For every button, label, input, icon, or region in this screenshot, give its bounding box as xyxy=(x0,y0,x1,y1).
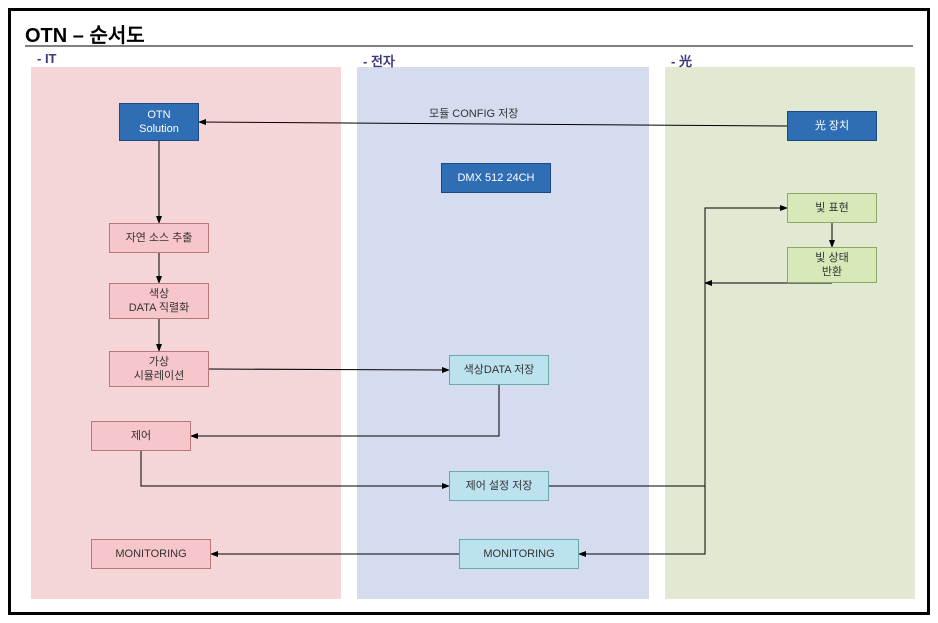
node-otn-solution: OTNSolution xyxy=(119,103,199,141)
node-dmx-text: DMX 512 24CH xyxy=(457,171,534,185)
node-monitoring-elec: MONITORING xyxy=(459,539,579,569)
node-cfg-text: 제어 설정 저장 xyxy=(466,479,533,493)
column-label-light: - 光 xyxy=(671,51,692,70)
node-simulation: 가상시뮬레이션 xyxy=(109,351,209,387)
node-serialize: 색상DATA 직렬화 xyxy=(109,283,209,319)
node-configsave: 제어 설정 저장 xyxy=(449,471,549,501)
node-monel-text: MONITORING xyxy=(483,547,554,561)
node-control: 제어 xyxy=(91,421,191,451)
column-label-elec: - 전자 xyxy=(363,51,395,70)
page-title: OTN – 순서도 xyxy=(25,19,145,48)
node-extract: 자연 소스 추출 xyxy=(109,223,209,253)
title-rule xyxy=(25,45,913,47)
column-elec xyxy=(357,67,649,599)
node-return: 빛 상태반환 xyxy=(787,247,877,283)
diagram-frame: OTN – 순서도 - IT - 전자 - 光 모듈 CONFIG 저장 OTN… xyxy=(8,8,930,615)
node-express: 빛 표현 xyxy=(787,193,877,223)
node-monit-text: MONITORING xyxy=(115,547,186,561)
node-control-text: 제어 xyxy=(131,429,151,443)
column-light xyxy=(665,67,915,599)
node-device-text: 光 장치 xyxy=(815,119,849,133)
node-express-text: 빛 표현 xyxy=(815,201,848,215)
node-save-text: 색상DATA 저장 xyxy=(464,363,535,377)
node-savedata: 색상DATA 저장 xyxy=(449,355,549,385)
column-label-it: - IT xyxy=(37,51,57,66)
node-otn-text: OTNSolution xyxy=(139,108,179,137)
column-it xyxy=(31,67,341,599)
node-dmx: DMX 512 24CH xyxy=(441,163,551,193)
node-monitoring-it: MONITORING xyxy=(91,539,211,569)
node-ret-text: 빛 상태반환 xyxy=(815,251,848,280)
node-extract-text: 자연 소스 추출 xyxy=(126,231,193,245)
node-device: 光 장치 xyxy=(787,111,877,141)
node-serial-text: 색상DATA 직렬화 xyxy=(129,287,190,316)
edge-label-config: 모듈 CONFIG 저장 xyxy=(429,105,518,121)
node-sim-text: 가상시뮬레이션 xyxy=(134,355,185,384)
